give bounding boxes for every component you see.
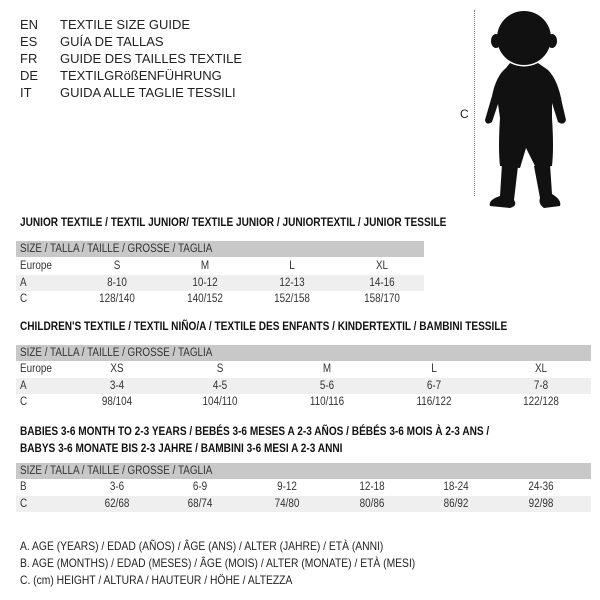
baby-silhouette-icon (485, 11, 566, 208)
row-label: Europe (20, 260, 52, 272)
cell: 10-12 (192, 277, 218, 289)
height-measure-line (474, 10, 475, 196)
lang-de: DE TEXTILGRößENFÜHRUNG (20, 67, 320, 84)
header-text: SIZE / TALLA / TAILLE / GRÖSSE / TAGLIA (20, 347, 213, 359)
cell: 18-24 (443, 481, 469, 493)
cell: L (431, 363, 437, 375)
lang-code: IT (20, 85, 32, 100)
cell: XS (110, 363, 124, 375)
lang-es: ES GUÍA DE TALLAS (20, 33, 320, 50)
height-measure-label: C (460, 107, 469, 121)
lang-text: GUIDA ALLE TAGLIE TESSILI (60, 85, 236, 100)
header-text: SIZE / TALLA / TAILLE / GRÖSSE / TAGLIA (20, 243, 213, 255)
lang-text: TEXTILE SIZE GUIDE (60, 17, 191, 32)
table-row: A 8-10 10-12 12-13 14-16 (16, 275, 424, 291)
junior-table-header: SIZE / TALLA / TAILLE / GRÖSSE / TAGLIA (16, 241, 424, 257)
cell: L (289, 260, 295, 272)
babies-table-header: SIZE / TALLA / TAILLE / GRÖSSE / TAGLIA (16, 463, 591, 479)
cell: 80/86 (359, 498, 385, 510)
cell: 12-18 (359, 481, 385, 493)
cell: 62/68 (104, 498, 130, 510)
row-label: B (20, 481, 27, 493)
cell: S (216, 363, 224, 375)
lang-code: EN (20, 17, 39, 32)
babies-section-title-line2: BABYS 3-6 MONATE BIS 2-3 JAHRE / BAMBINI… (20, 441, 343, 455)
row-label: Europe (20, 363, 52, 375)
lang-en: EN TEXTILE SIZE GUIDE (20, 16, 320, 33)
lang-code: FR (20, 51, 38, 66)
cell: 3-6 (109, 481, 125, 493)
children-table-header: SIZE / TALLA / TAILLE / GRÖSSE / TAGLIA (16, 345, 591, 361)
cell: M (200, 260, 210, 272)
cell: 5-6 (319, 380, 335, 392)
legend-b: B. AGE (MONTHS) / EDAD (MESES) / ÂGE (MO… (20, 556, 416, 570)
lang-code: ES (20, 34, 38, 49)
row-label: A (20, 380, 27, 392)
cell: 98/104 (101, 396, 133, 408)
table-row: C 98/104 104/110 110/116 116/122 122/128 (16, 394, 591, 410)
cell: 74/80 (274, 498, 300, 510)
children-section-title: CHILDREN'S TEXTILE / TEXTIL NIÑO/A / TEX… (20, 319, 508, 333)
cell: M (322, 363, 332, 375)
cell: 14-16 (369, 277, 395, 289)
table-row: Europe XS S M L XL (16, 361, 591, 377)
cell: 9-12 (277, 481, 297, 493)
cell: 6-7 (426, 380, 442, 392)
cell: 8-10 (107, 277, 127, 289)
cell: 140/152 (187, 293, 223, 305)
cell: 12-13 (279, 277, 305, 289)
cell: 116/122 (416, 396, 452, 408)
cell: S (113, 260, 121, 272)
cell: 6-9 (192, 481, 208, 493)
cell: 110/116 (309, 396, 345, 408)
lang-text: TEXTILGRößENFÜHRUNG (60, 68, 222, 83)
lang-text: GUÍA DE TALLAS (60, 34, 164, 49)
cell: 68/74 (187, 498, 213, 510)
table-row: Europe S M L XL (16, 258, 424, 274)
cell: 7-8 (533, 380, 549, 392)
header-text: SIZE / TALLA / TAILLE / GRÖSSE / TAGLIA (20, 465, 213, 477)
cell: 122/128 (523, 396, 559, 408)
lang-it: IT GUIDA ALLE TAGLIE TESSILI (20, 84, 320, 101)
row-label: C (20, 293, 28, 305)
row-label: A (20, 277, 27, 289)
legend-a: A. AGE (YEARS) / EDAD (AÑOS) / ÂGE (ANS)… (20, 539, 384, 553)
table-row: A 3-4 4-5 5-6 6-7 7-8 (16, 378, 591, 394)
lang-text: GUIDE DES TAILLES TEXTILE (60, 51, 243, 66)
cell: XL (534, 363, 548, 375)
cell: XL (375, 260, 389, 272)
cell: 4-5 (212, 380, 228, 392)
row-label: C (20, 498, 28, 510)
babies-section-title-line1: BABIES 3-6 MONTH TO 2-3 YEARS / BEBÉS 3-… (20, 424, 490, 438)
table-row: B 3-6 6-9 9-12 12-18 18-24 24-36 (16, 479, 591, 495)
cell: 3-4 (109, 380, 125, 392)
lang-code: DE (20, 68, 39, 83)
table-row: C 128/140 140/152 152/158 158/170 (16, 291, 424, 307)
cell: 86/92 (443, 498, 469, 510)
cell: 152/158 (274, 293, 310, 305)
cell: 104/110 (202, 396, 238, 408)
junior-section-title: JUNIOR TEXTILE / TEXTIL JUNIOR/ TEXTILE … (20, 215, 447, 229)
cell: 92/98 (528, 498, 554, 510)
row-label: C (20, 396, 28, 408)
cell: 128/140 (99, 293, 135, 305)
legend-c: C. (cm) HEIGHT / ALTURA / HAUTEUR / HÖHE… (20, 573, 293, 587)
cell: 158/170 (364, 293, 400, 305)
cell: 24-36 (528, 481, 554, 493)
table-row: C 62/68 68/74 74/80 80/86 86/92 92/98 (16, 496, 591, 512)
lang-fr: FR GUIDE DES TAILLES TEXTILE (20, 50, 320, 67)
